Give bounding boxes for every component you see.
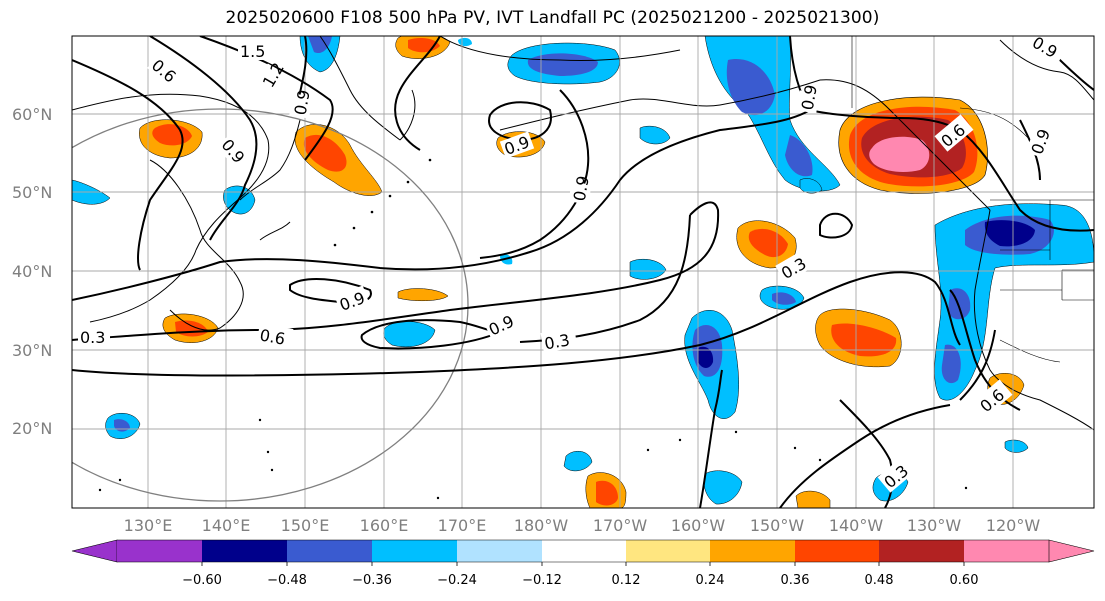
lat-label-20N: 20°N bbox=[12, 419, 52, 438]
lon-axis: 130°E 140°E 150°E 160°E 170°E 180°W 170°… bbox=[124, 516, 1041, 535]
colorbar-segment-1 bbox=[117, 540, 202, 562]
contour-label-0.6-b: 0.6 bbox=[258, 326, 286, 349]
lon-label-130W: 130°W bbox=[907, 516, 962, 535]
colorbar-extend-low bbox=[71, 539, 118, 563]
lon-label-160E: 160°E bbox=[360, 516, 409, 535]
lon-label-170E: 170°E bbox=[438, 516, 487, 535]
colorbar-segment-7 bbox=[626, 540, 710, 562]
map-area: 1.5 1.2 0.6 0.9 0.9 0.9 0.9 0.9 0.9 0.9 … bbox=[72, 36, 1094, 508]
contour-label-0.9-d: 0.9 bbox=[570, 174, 593, 202]
lon-label-150W: 150°W bbox=[750, 516, 805, 535]
political-borders bbox=[851, 36, 1094, 363]
lon-label-150E: 150°E bbox=[281, 516, 330, 535]
colorbar-tick-label: −0.36 bbox=[352, 573, 392, 588]
colorbar-tick-label: 0.12 bbox=[612, 573, 641, 588]
contour-label-0.9-a: 0.9 bbox=[291, 88, 314, 116]
lon-label-120W: 120°W bbox=[986, 516, 1041, 535]
map-frame bbox=[71, 35, 1095, 509]
lon-label-180W: 180°W bbox=[514, 516, 569, 535]
lon-label-140W: 140°W bbox=[829, 516, 884, 535]
lat-label-60N: 60°N bbox=[12, 105, 52, 124]
pv-blob-gulf-alaska bbox=[838, 96, 988, 194]
colorbar-tick-label: 0.60 bbox=[950, 573, 979, 588]
colorbar: −0.60 −0.48 −0.36 −0.24 −0.12 0.12 0.24 … bbox=[71, 539, 1095, 588]
contour-label-0.3-a: 0.3 bbox=[80, 328, 105, 347]
chart-title: 2025020600 F108 500 hPa PV, IVT Landfall… bbox=[225, 8, 880, 28]
colorbar-tick-label: −0.24 bbox=[437, 573, 477, 588]
colorbar-segment-2 bbox=[202, 540, 287, 562]
colorbar-segment-10 bbox=[879, 540, 964, 562]
lon-label-170W: 170°W bbox=[593, 516, 648, 535]
colorbar-tick-label: 0.36 bbox=[781, 573, 810, 588]
colorbar-tick-label: 0.48 bbox=[865, 573, 894, 588]
pv-blob-orange-group bbox=[139, 36, 1025, 508]
colorbar-segment-11 bbox=[964, 540, 1049, 562]
colorbar-extend-high bbox=[1048, 539, 1095, 563]
lat-label-30N: 30°N bbox=[12, 341, 52, 360]
contour-label-0.3-b: 0.3 bbox=[543, 330, 571, 353]
colorbar-segment-3 bbox=[287, 540, 372, 562]
lon-label-160W: 160°W bbox=[671, 516, 726, 535]
contour-label-1.5: 1.5 bbox=[240, 42, 265, 61]
colorbar-tick-label: −0.60 bbox=[182, 573, 222, 588]
colorbar-segment-9 bbox=[795, 540, 879, 562]
colorbar-tick-label: 0.24 bbox=[696, 573, 725, 588]
colorbar-segment-5 bbox=[457, 540, 542, 562]
pv-fill-layer bbox=[72, 36, 1094, 508]
colorbar-tick-label: −0.48 bbox=[267, 573, 307, 588]
lon-label-130E: 130°E bbox=[124, 516, 173, 535]
lat-lon-grid bbox=[72, 36, 1094, 508]
lat-label-40N: 40°N bbox=[12, 262, 52, 281]
lat-axis: 20°N 30°N 40°N 50°N 60°N bbox=[12, 105, 52, 438]
colorbar-tick-label: −0.12 bbox=[522, 573, 562, 588]
contour-label-0.9-g: 0.9 bbox=[798, 83, 821, 111]
colorbar-segment-4 bbox=[372, 540, 457, 562]
islands bbox=[98, 158, 968, 500]
pv-blob-bering-blue bbox=[507, 42, 620, 85]
lon-label-140E: 140°E bbox=[202, 516, 251, 535]
region-circle bbox=[72, 108, 469, 502]
lat-label-50N: 50°N bbox=[12, 183, 52, 202]
colorbar-segment-6 bbox=[542, 540, 626, 562]
colorbar-segment-8 bbox=[710, 540, 795, 562]
